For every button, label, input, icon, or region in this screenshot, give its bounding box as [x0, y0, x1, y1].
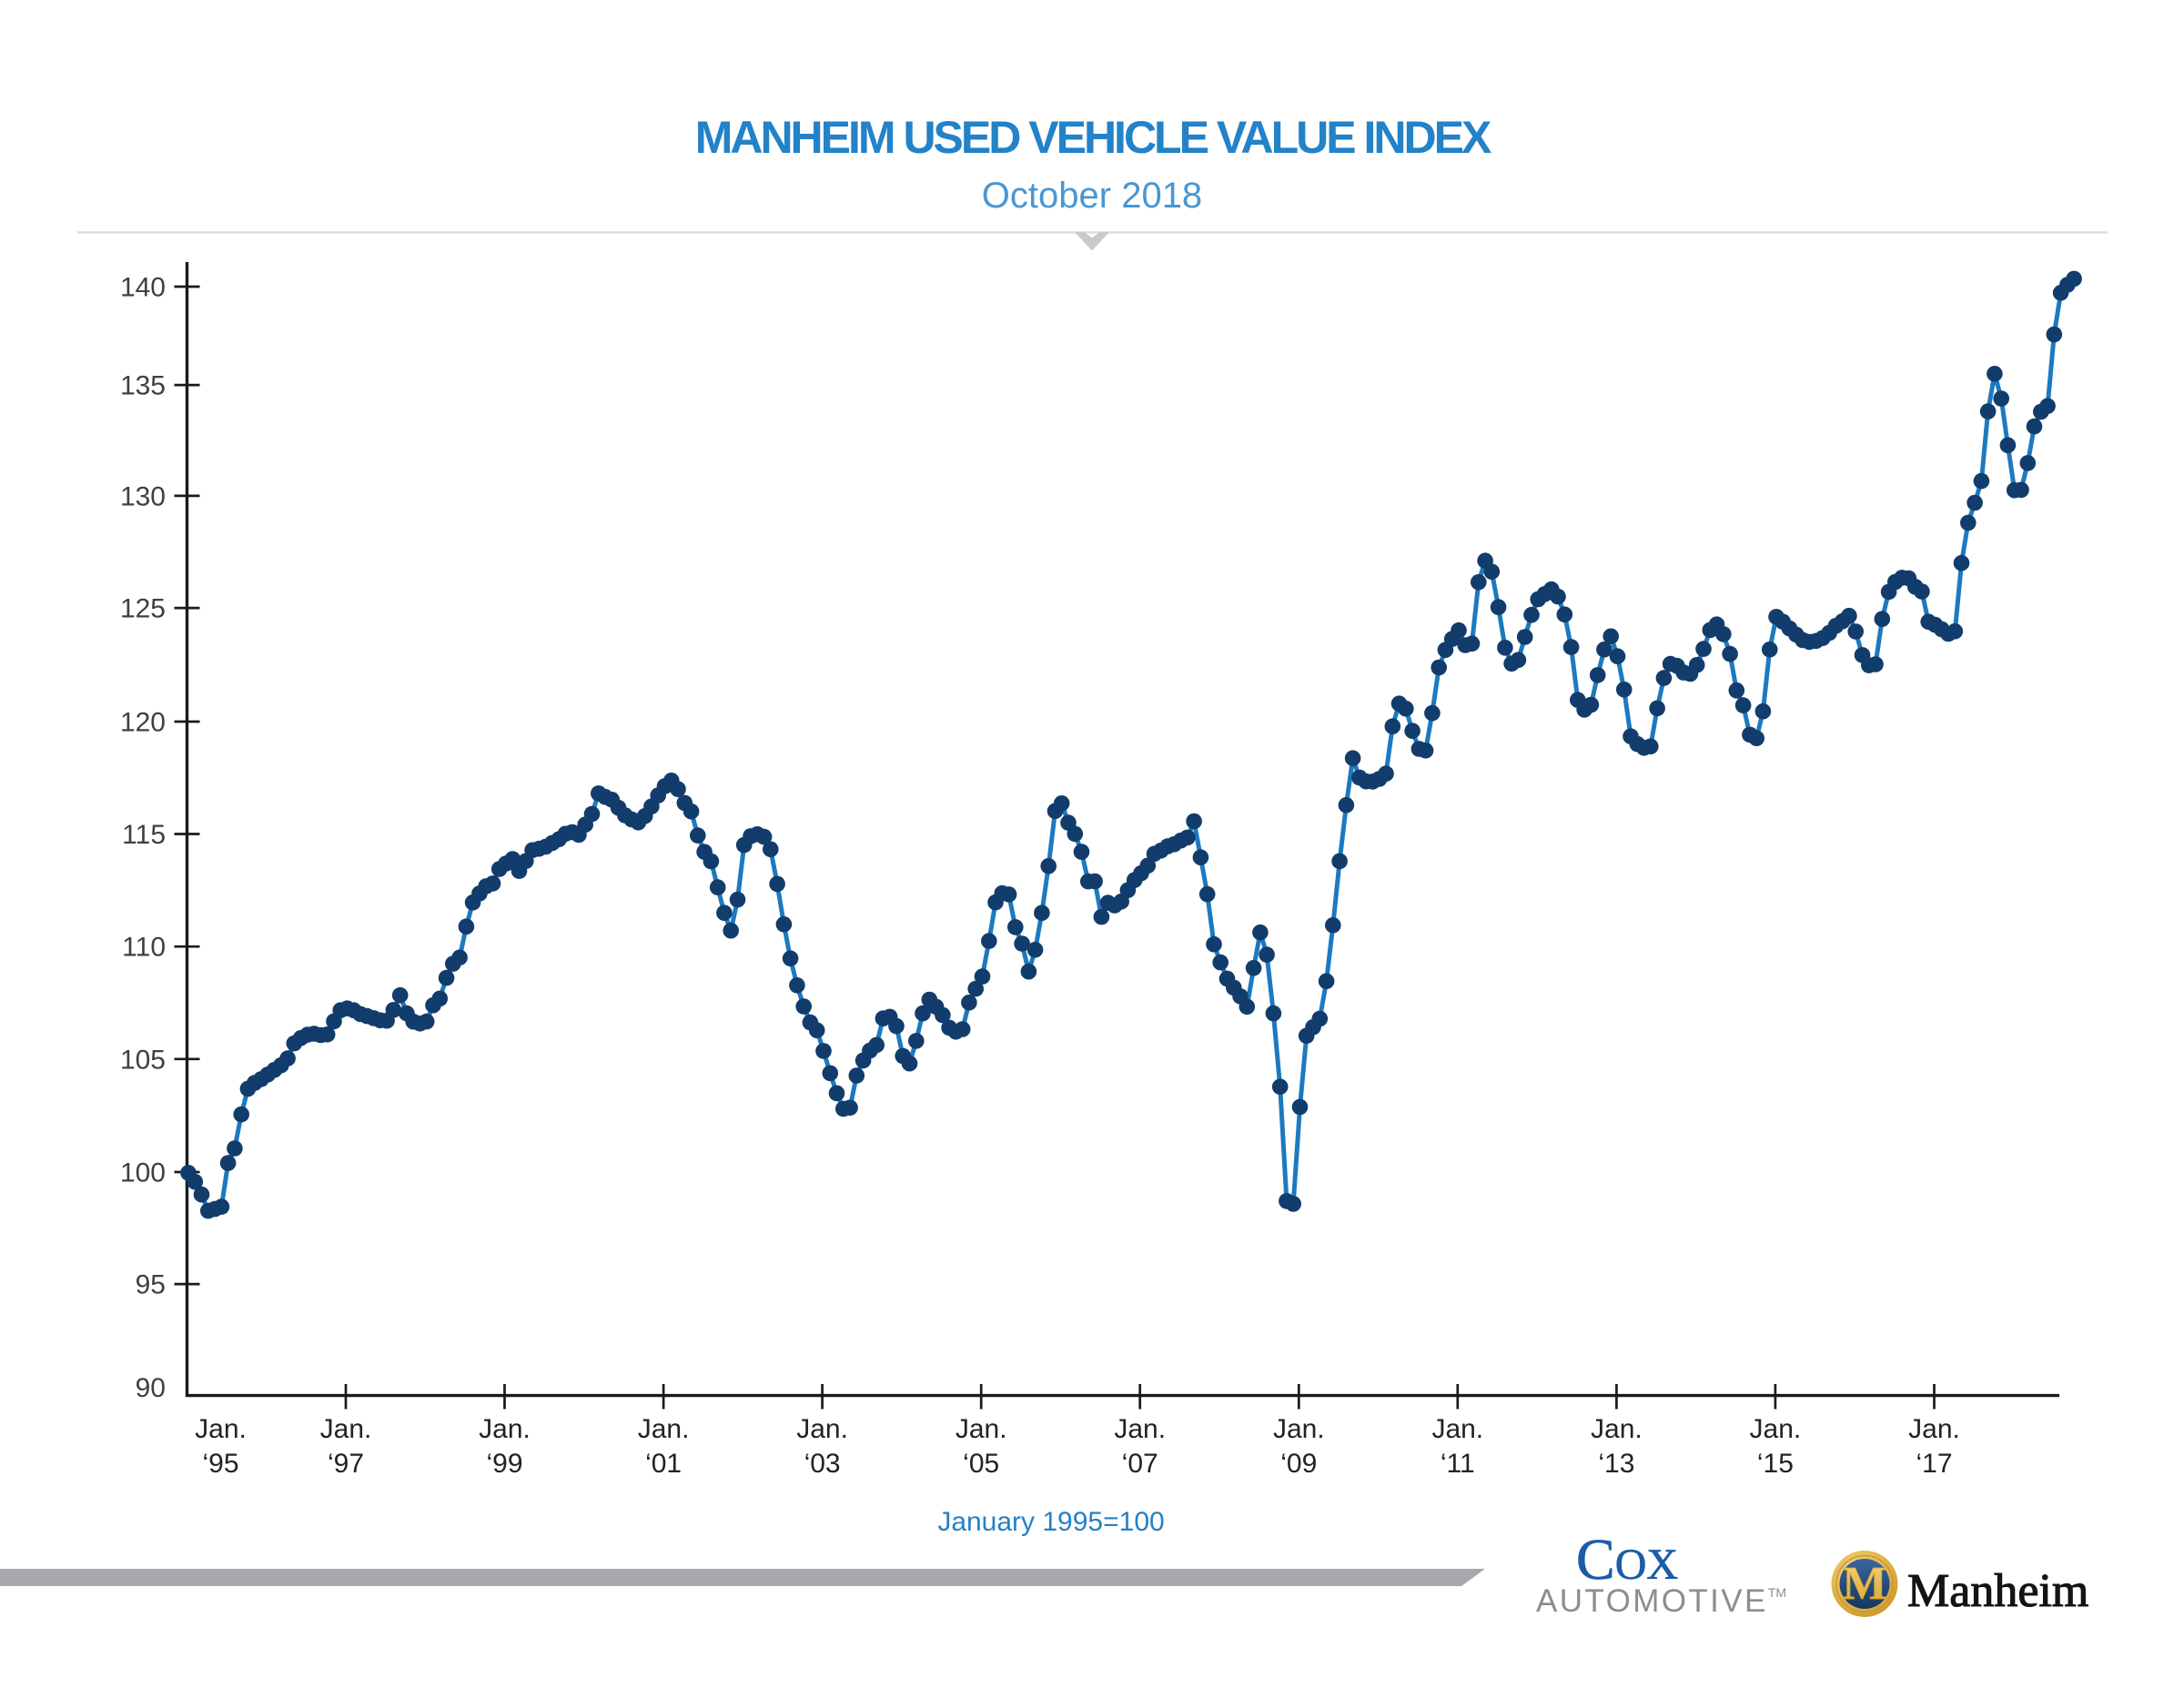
svg-text:Jan.: Jan.	[796, 1414, 848, 1444]
svg-text:Manheim: Manheim	[1907, 1565, 2088, 1617]
svg-text:‘13: ‘13	[1598, 1449, 1634, 1479]
svg-text:‘05: ‘05	[963, 1449, 999, 1479]
svg-text:MANHEIM USED VEHICLE VALUE IND: MANHEIM USED VEHICLE VALUE INDEX	[695, 112, 1491, 163]
svg-text:140: 140	[120, 273, 166, 303]
svg-text:‘03: ‘03	[804, 1449, 841, 1479]
svg-text:COX: COX	[1576, 1527, 1678, 1592]
svg-text:Jan.: Jan.	[1431, 1414, 1483, 1444]
svg-text:M: M	[1842, 1558, 1886, 1610]
svg-text:‘95: ‘95	[202, 1449, 238, 1479]
svg-text:AUTOMOTIVETM: AUTOMOTIVETM	[1536, 1583, 1786, 1619]
svg-text:Jan.: Jan.	[638, 1414, 690, 1444]
svg-text:‘97: ‘97	[328, 1449, 364, 1479]
svg-text:‘99: ‘99	[486, 1449, 522, 1479]
svg-text:130: 130	[120, 481, 166, 511]
svg-text:95: 95	[136, 1270, 166, 1300]
svg-text:Jan.: Jan.	[1908, 1414, 1960, 1444]
svg-text:Jan.: Jan.	[1114, 1414, 1166, 1444]
svg-text:‘17: ‘17	[1916, 1449, 1952, 1479]
svg-text:‘01: ‘01	[645, 1449, 682, 1479]
svg-text:100: 100	[120, 1158, 166, 1188]
svg-text:‘09: ‘09	[1280, 1449, 1317, 1479]
svg-text:135: 135	[120, 371, 166, 401]
svg-text:120: 120	[120, 708, 166, 738]
svg-text:90: 90	[136, 1373, 166, 1403]
svg-text:Jan.: Jan.	[479, 1414, 531, 1444]
svg-text:‘15: ‘15	[1757, 1449, 1794, 1479]
svg-text:Jan.: Jan.	[1591, 1414, 1643, 1444]
svg-text:January 1995=100: January 1995=100	[937, 1507, 1164, 1537]
svg-text:Jan.: Jan.	[195, 1414, 247, 1444]
svg-text:Jan.: Jan.	[1273, 1414, 1325, 1444]
svg-text:Jan.: Jan.	[956, 1414, 1007, 1444]
svg-text:‘11: ‘11	[1441, 1449, 1475, 1479]
svg-text:125: 125	[120, 594, 166, 624]
svg-text:Jan.: Jan.	[320, 1414, 372, 1444]
svg-text:105: 105	[120, 1045, 166, 1075]
svg-text:110: 110	[122, 933, 166, 963]
svg-text:115: 115	[122, 820, 166, 850]
svg-text:‘07: ‘07	[1122, 1449, 1158, 1479]
svg-text:October 2018: October 2018	[982, 176, 1202, 216]
svg-text:Jan.: Jan.	[1750, 1414, 1802, 1444]
